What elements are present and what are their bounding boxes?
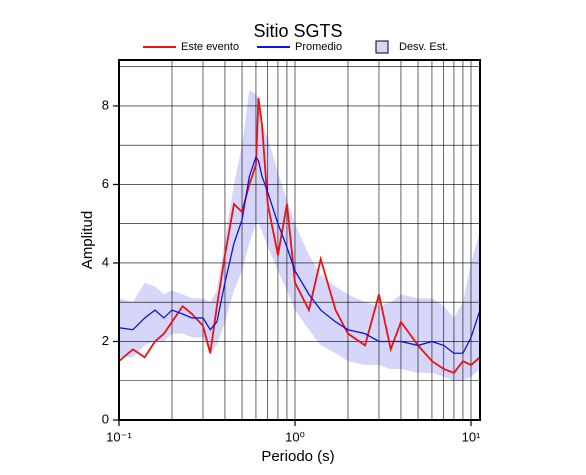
plot-frame <box>118 59 481 421</box>
legend-label: Desv. Est. <box>399 41 448 53</box>
y-tick-label: 6 <box>102 176 109 191</box>
x-tick-label: 10¹ <box>462 429 481 444</box>
y-tick-label: 4 <box>102 254 109 269</box>
legend-label: Este evento <box>181 41 239 53</box>
chart-title: Sitio SGTS <box>253 21 342 41</box>
y-tick-label: 8 <box>102 97 109 112</box>
x-tick-label: 10⁰ <box>285 429 305 444</box>
x-axis-label: Periodo (s) <box>261 448 334 465</box>
series-line <box>118 155 481 354</box>
x-tick-label: 10⁻¹ <box>106 429 132 444</box>
legend-label: Promedio <box>295 41 342 53</box>
legend-swatch <box>375 40 389 54</box>
y-axis-label: Amplitud <box>79 211 96 269</box>
y-tick-label: 0 <box>102 411 109 426</box>
std-band <box>119 90 480 381</box>
y-tick-label: 2 <box>102 333 109 348</box>
